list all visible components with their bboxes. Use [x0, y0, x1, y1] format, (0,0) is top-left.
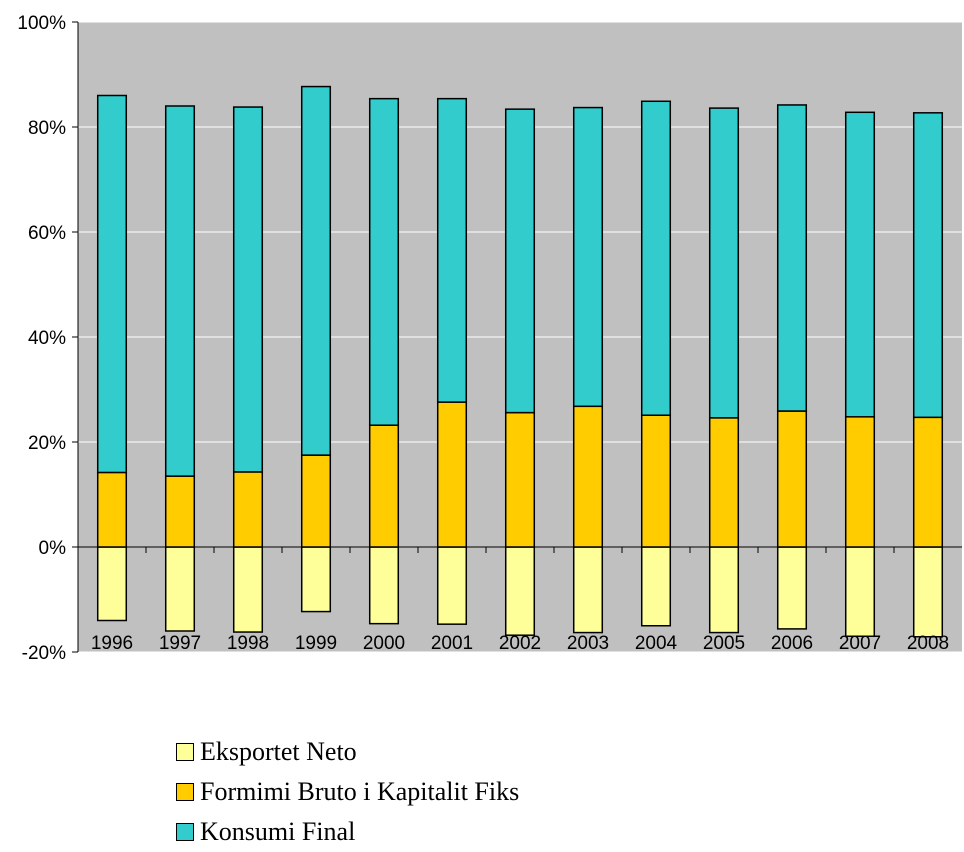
bar-segment: [708, 107, 740, 419]
bar-segment: [844, 546, 876, 637]
legend-swatch: [176, 743, 194, 761]
bar-segment: [504, 411, 536, 548]
y-tick-label: -20%: [22, 643, 66, 664]
bar-segment: [368, 97, 400, 426]
y-tick-label: 20%: [28, 433, 66, 454]
stacked-bar-chart: -20% 0% 20% 40% 60% 80% 100% 1996 1997 1998 1999 2…: [17, 13, 962, 664]
y-tick-label: 40%: [28, 328, 66, 349]
y-tick-label: 80%: [28, 118, 66, 139]
bar-segment: [300, 454, 332, 548]
x-tick-label: 2004: [635, 633, 678, 654]
x-tick-label: 1997: [159, 633, 201, 654]
bar-segment: [232, 546, 264, 633]
legend-label: Formimi Bruto i Kapitalit Fiks: [200, 777, 520, 806]
axes: [72, 21, 962, 653]
bar-segment: [504, 546, 536, 636]
bar-segment: [96, 546, 128, 622]
bar-segment: [912, 112, 944, 419]
bar-segment: [368, 424, 400, 548]
bars: [96, 85, 944, 638]
x-tick-label: 2002: [499, 633, 541, 654]
x-tick-labels: 1996 1997 1998 1999 2000 2001 2002 2003 2004 2005…: [91, 633, 949, 654]
bar-segment: [436, 97, 468, 403]
bar-segment: [96, 471, 128, 548]
y-tick-label: 0%: [39, 538, 67, 559]
bar-segment: [164, 546, 196, 632]
legend-swatch: [176, 783, 194, 801]
bar-segment: [776, 410, 808, 548]
bar-segment: [572, 106, 604, 408]
bar-segment: [572, 546, 604, 634]
x-tick-label: 2008: [907, 633, 949, 654]
x-tick-label: 2006: [771, 633, 813, 654]
bar-segment: [164, 105, 196, 477]
legend-item-konsumi-final: Konsumi Final: [176, 812, 519, 852]
bar-segment: [776, 104, 808, 412]
x-tick-label: 2007: [839, 633, 881, 654]
bar-segment: [776, 546, 808, 630]
legend-swatch: [176, 823, 194, 841]
bar-segment: [232, 106, 264, 473]
bar-segment: [300, 546, 332, 613]
bar-segment: [96, 94, 128, 474]
bar-segment: [436, 546, 468, 625]
legend-label: Eksportet Neto: [200, 737, 357, 766]
bar-segment: [368, 546, 400, 625]
y-tick-labels: -20% 0% 20% 40% 60% 80% 100%: [17, 13, 66, 664]
y-tick-label: 100%: [17, 13, 66, 34]
legend-item-eksportet-neto: Eksportet Neto: [176, 732, 519, 772]
bar-segment: [640, 414, 672, 548]
bar-segment: [300, 85, 332, 456]
y-tick-label: 60%: [28, 223, 66, 244]
x-tick-label: 2003: [567, 633, 609, 654]
bar-segment: [708, 417, 740, 548]
bar-segment: [504, 108, 536, 414]
bar-segment: [640, 100, 672, 416]
x-tick-label: 2001: [431, 633, 473, 654]
bar-segment: [912, 416, 944, 548]
bar-segment: [164, 475, 196, 548]
bar-segment: [572, 405, 604, 548]
bar-segment: [640, 546, 672, 627]
bar-segment: [708, 546, 740, 634]
x-tick-label: 1998: [227, 633, 269, 654]
bar-segment: [912, 546, 944, 638]
legend: Eksportet Neto Formimi Bruto i Kapitalit…: [176, 732, 519, 852]
legend-label: Konsumi Final: [200, 817, 356, 846]
x-tick-label: 2000: [363, 633, 405, 654]
x-tick-label: 1999: [295, 633, 337, 654]
x-tick-label: 1996: [91, 633, 133, 654]
legend-item-formimi-bruto: Formimi Bruto i Kapitalit Fiks: [176, 772, 519, 812]
bar-segment: [844, 111, 876, 418]
bar-segment: [436, 401, 468, 548]
bar-segment: [844, 416, 876, 548]
bar-segment: [232, 471, 264, 548]
x-tick-label: 2005: [703, 633, 745, 654]
